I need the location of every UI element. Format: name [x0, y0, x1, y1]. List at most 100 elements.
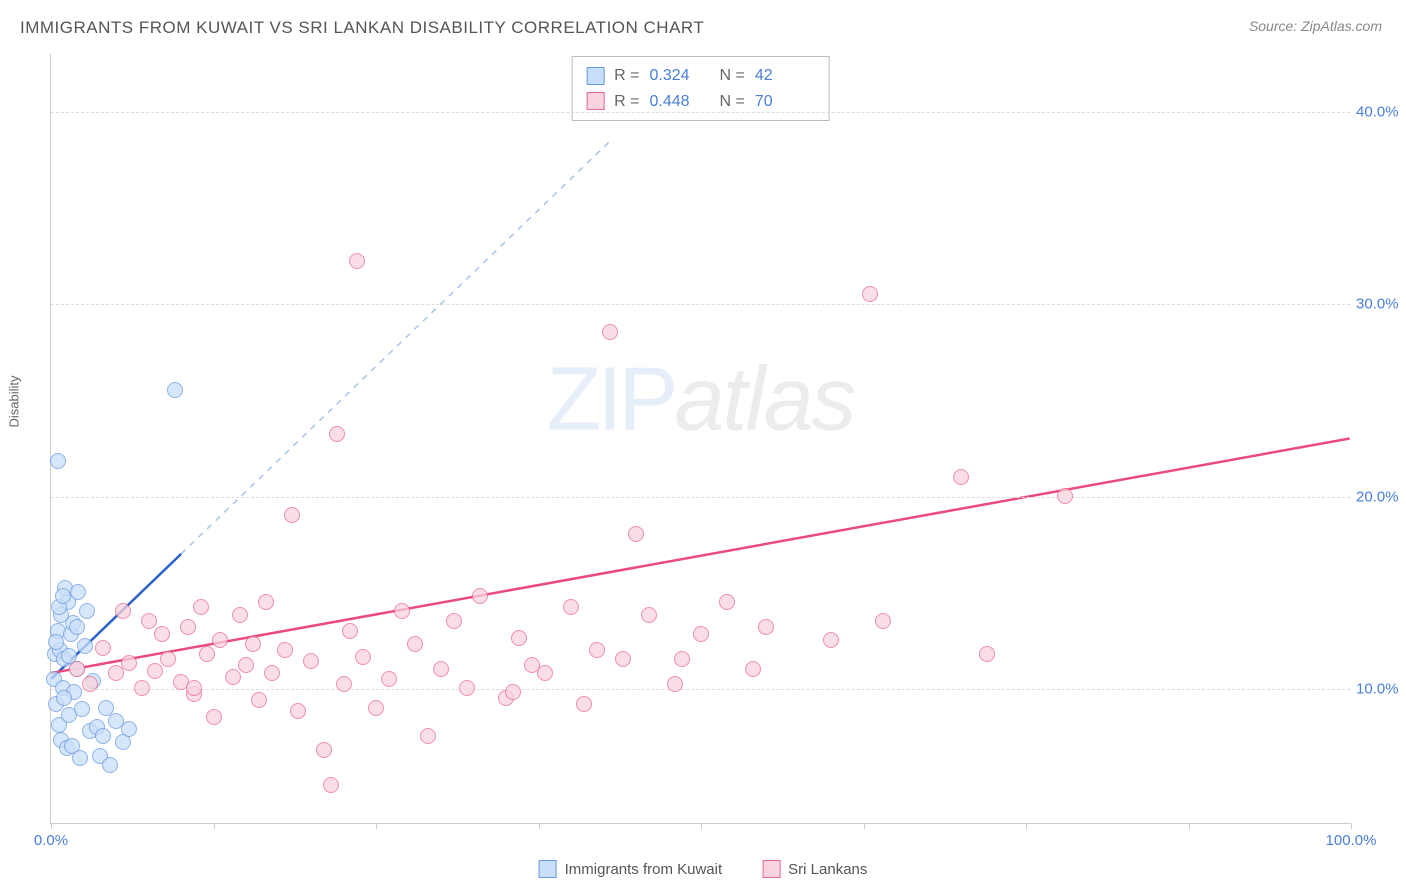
x-tick	[1026, 823, 1027, 829]
scatter-point	[264, 665, 280, 681]
scatter-point	[55, 588, 71, 604]
n-value: 42	[755, 63, 815, 89]
scatter-point	[225, 669, 241, 685]
scatter-point	[316, 742, 332, 758]
scatter-point	[979, 646, 995, 662]
legend-label: Immigrants from Kuwait	[565, 861, 723, 878]
legend-swatch	[586, 92, 604, 110]
x-tick	[214, 823, 215, 829]
scatter-point	[472, 588, 488, 604]
legend-swatch	[586, 67, 604, 85]
scatter-point	[199, 646, 215, 662]
legend-swatch	[762, 860, 780, 878]
scatter-point	[69, 661, 85, 677]
scatter-point	[154, 626, 170, 642]
scatter-point	[121, 655, 137, 671]
watermark-zip: ZIP	[546, 350, 674, 450]
scatter-point	[147, 663, 163, 679]
scatter-point	[576, 696, 592, 712]
scatter-point	[368, 700, 384, 716]
r-value: 0.324	[650, 63, 710, 89]
scatter-point	[167, 382, 183, 398]
scatter-point	[349, 253, 365, 269]
scatter-point	[186, 680, 202, 696]
scatter-point	[433, 661, 449, 677]
watermark: ZIPatlas	[546, 349, 854, 452]
y-tick-label: 40.0%	[1356, 103, 1406, 120]
scatter-point	[79, 603, 95, 619]
scatter-point	[50, 453, 66, 469]
scatter-point	[336, 676, 352, 692]
scatter-point	[511, 630, 527, 646]
scatter-point	[537, 665, 553, 681]
x-tick-label: 0.0%	[34, 832, 68, 849]
scatter-point	[407, 636, 423, 652]
scatter-point	[615, 651, 631, 667]
scatter-point	[277, 642, 293, 658]
scatter-point	[628, 526, 644, 542]
regression-lines-layer	[51, 54, 1350, 823]
scatter-point	[77, 638, 93, 654]
scatter-point	[459, 680, 475, 696]
x-tick	[1189, 823, 1190, 829]
scatter-point	[602, 324, 618, 340]
scatter-point	[102, 757, 118, 773]
gridline	[51, 304, 1350, 305]
scatter-point	[290, 703, 306, 719]
scatter-point	[719, 594, 735, 610]
scatter-point	[284, 507, 300, 523]
scatter-point	[875, 613, 891, 629]
gridline	[51, 497, 1350, 498]
n-label: N =	[720, 89, 745, 115]
x-tick	[701, 823, 702, 829]
scatter-point	[745, 661, 761, 677]
x-tick	[376, 823, 377, 829]
n-value: 70	[755, 89, 815, 115]
chart-plot-area: ZIPatlas R =0.324N =42R =0.448N =70 10.0…	[50, 54, 1350, 824]
r-label: R =	[614, 63, 639, 89]
bottom-legend: Immigrants from Kuwait Sri Lankans	[539, 860, 868, 878]
x-tick	[864, 823, 865, 829]
legend-item: Sri Lankans	[762, 860, 867, 878]
chart-title: IMMIGRANTS FROM KUWAIT VS SRI LANKAN DIS…	[20, 18, 704, 38]
scatter-point	[95, 728, 111, 744]
scatter-point	[505, 684, 521, 700]
scatter-point	[69, 619, 85, 635]
y-tick-label: 30.0%	[1356, 296, 1406, 313]
scatter-point	[667, 676, 683, 692]
scatter-point	[48, 634, 64, 650]
scatter-point	[329, 426, 345, 442]
r-label: R =	[614, 89, 639, 115]
scatter-point	[245, 636, 261, 652]
scatter-point	[160, 651, 176, 667]
scatter-point	[693, 626, 709, 642]
scatter-point	[674, 651, 690, 667]
scatter-point	[70, 584, 86, 600]
r-value: 0.448	[650, 89, 710, 115]
gridline	[51, 689, 1350, 690]
scatter-point	[134, 680, 150, 696]
scatter-point	[420, 728, 436, 744]
y-tick-label: 10.0%	[1356, 681, 1406, 698]
scatter-point	[82, 676, 98, 692]
scatter-point	[72, 750, 88, 766]
y-tick-label: 20.0%	[1356, 488, 1406, 505]
scatter-point	[258, 594, 274, 610]
n-label: N =	[720, 63, 745, 89]
gridline	[51, 112, 1350, 113]
scatter-point	[641, 607, 657, 623]
scatter-point	[141, 613, 157, 629]
scatter-point	[953, 469, 969, 485]
source-label: Source: ZipAtlas.com	[1249, 18, 1382, 34]
scatter-point	[303, 653, 319, 669]
scatter-point	[342, 623, 358, 639]
scatter-point	[355, 649, 371, 665]
scatter-point	[323, 777, 339, 793]
legend-swatch	[539, 860, 557, 878]
legend-item: Immigrants from Kuwait	[539, 860, 723, 878]
scatter-point	[95, 640, 111, 656]
scatter-point	[238, 657, 254, 673]
y-axis-label: Disability	[7, 375, 22, 427]
x-tick	[51, 823, 52, 829]
x-tick-label: 100.0%	[1326, 832, 1377, 849]
